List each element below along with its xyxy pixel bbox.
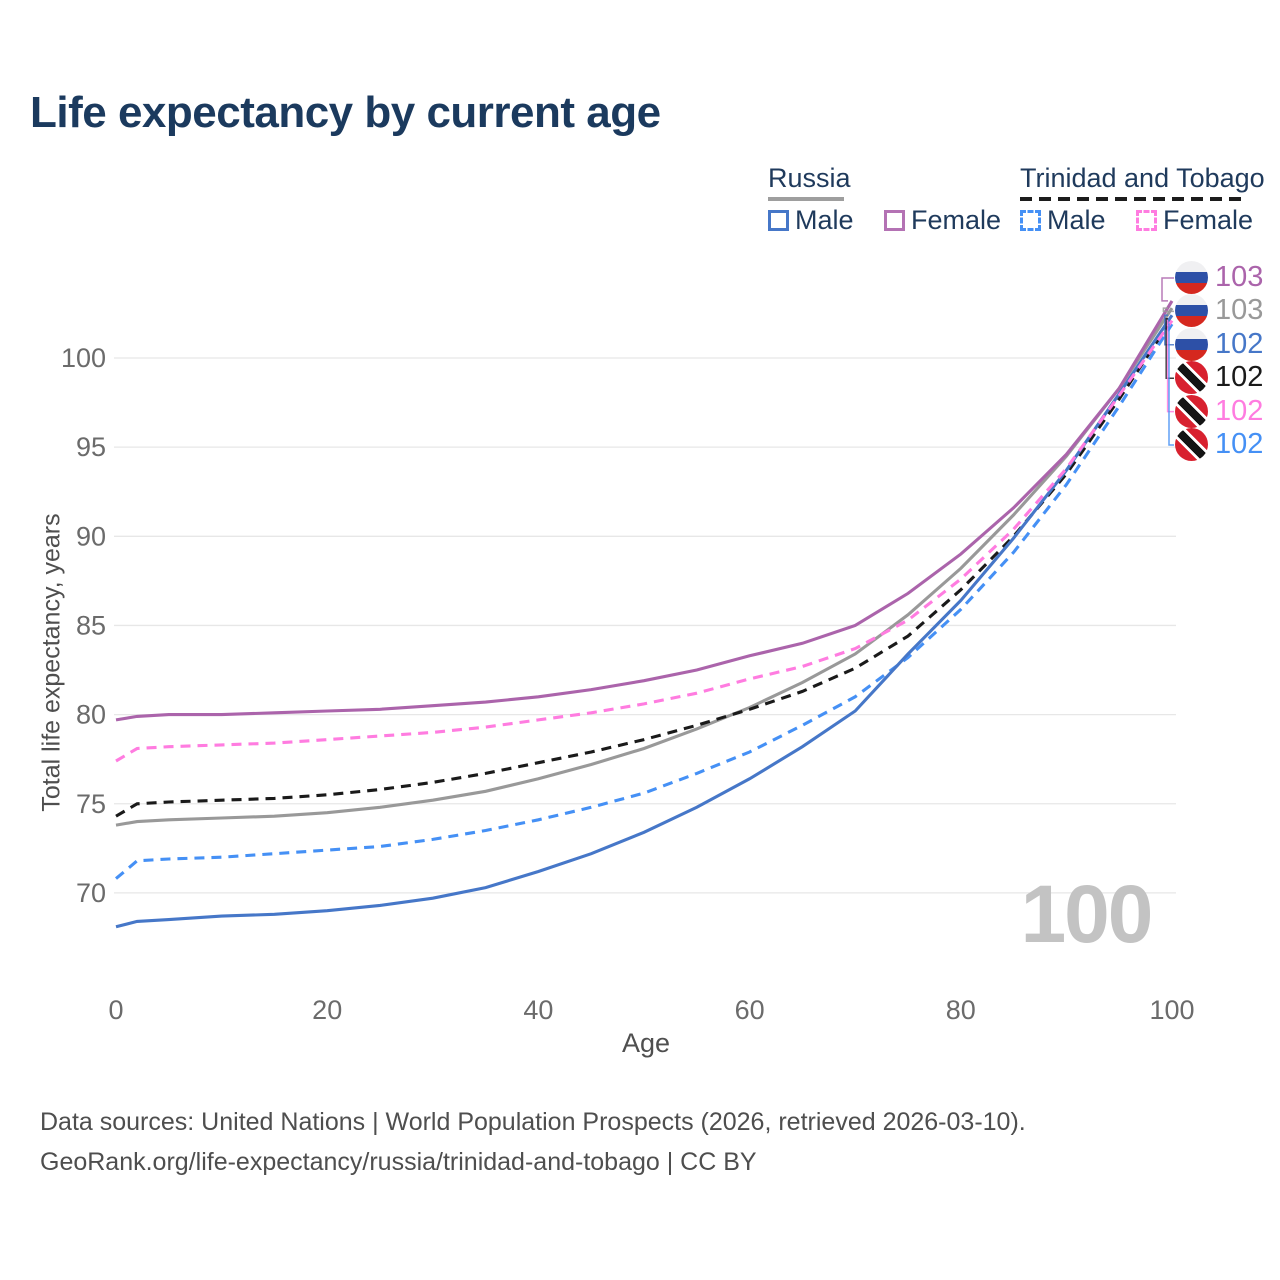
trinidad-and-tobago-flag-icon: [1175, 361, 1208, 395]
end-label-connector-trinidad-and-tobago-male: [1168, 323, 1174, 446]
legend-items-russia: Male Female: [768, 205, 1027, 236]
x-tick-100: 100: [1149, 995, 1194, 1025]
end-label-value: 103: [1215, 294, 1264, 327]
series-line-russia-female: [115, 300, 1174, 722]
legend-label-trinidad-female: Female: [1162, 205, 1254, 235]
end-label-russia-male: 102: [1175, 327, 1264, 361]
legend-item-trinidad-female[interactable]: Female: [1135, 205, 1254, 236]
legend-item-trinidad-male[interactable]: Male: [1020, 205, 1106, 236]
y-tick-100: 100: [61, 343, 106, 373]
legend-group-trinidad-and-tobago: Trinidad and Tobago Male Female: [1020, 163, 1265, 235]
legend-item-russia-male[interactable]: Male: [768, 205, 854, 236]
legend-item-russia-female[interactable]: Female: [883, 205, 1002, 236]
legend-group-russia: Russia Male Female: [768, 163, 1001, 235]
end-label-connector-russia-both-sexes: [1162, 307, 1174, 313]
x-tick-40: 40: [523, 995, 553, 1025]
russia-flag-icon: [1175, 294, 1208, 328]
end-label-trinidad-and-tobago-male: 102: [1175, 428, 1263, 461]
end-label-trinidad-and-tobago-both-sexes: 102: [1175, 361, 1264, 395]
trinidad-and-tobago-flag-icon: [1175, 394, 1208, 428]
x-tick-60: 60: [735, 995, 765, 1025]
y-tick-95: 95: [76, 432, 106, 462]
end-label-value: 102: [1215, 394, 1264, 427]
trinidad-dashed-line-swatch: [1020, 197, 1248, 201]
legend-label-trinidad-male: Male: [1047, 205, 1106, 235]
y-tick-80: 80: [76, 700, 106, 730]
end-label-connector-russia-female: [1161, 277, 1174, 302]
russia-flag-icon: [1175, 327, 1208, 361]
x-axis-title: Age: [621, 1028, 671, 1058]
age-counter-watermark: 100: [1020, 869, 1154, 960]
end-label-trinidad-and-tobago-female: 102: [1175, 394, 1264, 428]
footer-attribution: GeoRank.org/life-expectancy/russia/trini…: [40, 1148, 757, 1176]
end-label-russia-both-sexes: 103: [1175, 294, 1264, 328]
end-label-value: 102: [1215, 428, 1264, 460]
page-title: Life expectancy by current age: [30, 88, 661, 137]
x-tick-80: 80: [946, 995, 976, 1025]
trinidad-female-swatch: [1135, 210, 1157, 231]
x-tick-20: 20: [312, 995, 342, 1025]
y-tick-85: 85: [76, 610, 106, 640]
series-line-trinidad-and-tobago-female: [115, 319, 1174, 763]
y-tick-70: 70: [76, 878, 106, 908]
end-label-connector-trinidad-and-tobago-female: [1166, 319, 1174, 413]
trinidad-and-tobago-flag-icon: [1175, 428, 1208, 461]
legend-label-russia-female: Female: [910, 205, 1002, 235]
russia-female-swatch: [883, 210, 905, 231]
end-label-connector-trinidad-and-tobago-both-sexes: [1165, 318, 1174, 379]
end-label-russia-female: 103: [1175, 261, 1263, 294]
russia-male-swatch: [768, 210, 789, 231]
trinidad-male-swatch: [1020, 210, 1041, 231]
series-line-trinidad-and-tobago-male: [115, 323, 1174, 880]
series-line-russia-male: [115, 314, 1174, 929]
y-tick-75: 75: [76, 789, 106, 819]
footer-data-sources: Data sources: United Nations | World Pop…: [40, 1108, 1026, 1136]
end-label-value: 102: [1215, 361, 1264, 394]
end-label-value: 102: [1215, 327, 1264, 360]
end-label-value: 103: [1215, 261, 1264, 293]
legend-label-russia-male: Male: [795, 205, 854, 235]
russia-flag-icon: [1175, 261, 1208, 294]
russia-solid-line-swatch: [768, 197, 844, 201]
series-line-russia-both-sexes: [115, 307, 1174, 827]
legend-items-trinidad-and-tobago: Male Female: [1020, 205, 1279, 236]
x-tick-0: 0: [108, 995, 123, 1025]
legend-country-russia: Russia: [768, 163, 851, 193]
y-tick-90: 90: [76, 521, 106, 551]
legend-country-trinidad-and-tobago: Trinidad and Tobago: [1020, 163, 1265, 193]
